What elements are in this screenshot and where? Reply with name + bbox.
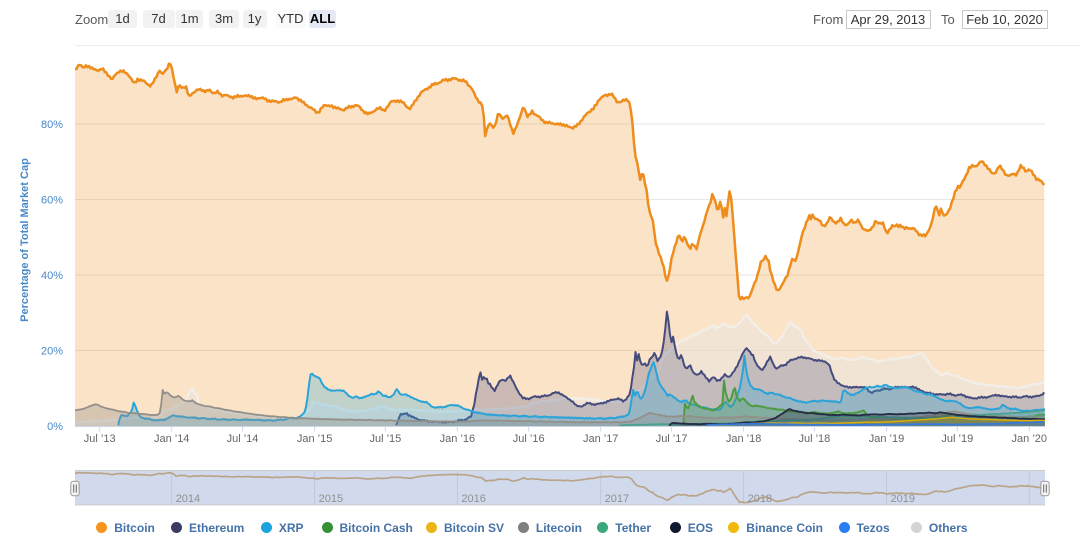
svg-text:40%: 40% bbox=[41, 270, 63, 282]
svg-text:2015: 2015 bbox=[319, 493, 343, 505]
svg-text:20%: 20% bbox=[41, 346, 63, 358]
svg-text:Jul ’15: Jul ’15 bbox=[370, 433, 402, 445]
svg-text:Jan ’16: Jan ’16 bbox=[440, 433, 475, 445]
svg-text:Jul ’14: Jul ’14 bbox=[227, 433, 259, 445]
svg-text:2016: 2016 bbox=[461, 493, 485, 505]
svg-text:Jan ’15: Jan ’15 bbox=[297, 433, 332, 445]
svg-text:Jul ’19: Jul ’19 bbox=[941, 433, 973, 445]
svg-text:Jul ’18: Jul ’18 bbox=[799, 433, 831, 445]
svg-text:2017: 2017 bbox=[605, 493, 629, 505]
svg-text:0%: 0% bbox=[47, 421, 63, 433]
svg-text:Jan ’18: Jan ’18 bbox=[726, 433, 761, 445]
svg-text:Jan ’17: Jan ’17 bbox=[583, 433, 618, 445]
svg-text:Jan ’19: Jan ’19 bbox=[869, 433, 904, 445]
svg-text:2014: 2014 bbox=[176, 493, 200, 505]
svg-text:2018: 2018 bbox=[748, 493, 772, 505]
svg-text:80%: 80% bbox=[41, 119, 63, 131]
svg-text:Jul ’16: Jul ’16 bbox=[513, 433, 545, 445]
svg-text:Jan ’14: Jan ’14 bbox=[154, 433, 189, 445]
svg-text:Jul ’17: Jul ’17 bbox=[656, 433, 688, 445]
svg-text:Jan ’20: Jan ’20 bbox=[1012, 433, 1047, 445]
svg-text:Jul ’13: Jul ’13 bbox=[84, 433, 116, 445]
svg-text:60%: 60% bbox=[41, 195, 63, 207]
svg-text:2019: 2019 bbox=[891, 493, 915, 505]
svg-text:Percentage of Total Market Cap: Percentage of Total Market Cap bbox=[19, 158, 31, 322]
